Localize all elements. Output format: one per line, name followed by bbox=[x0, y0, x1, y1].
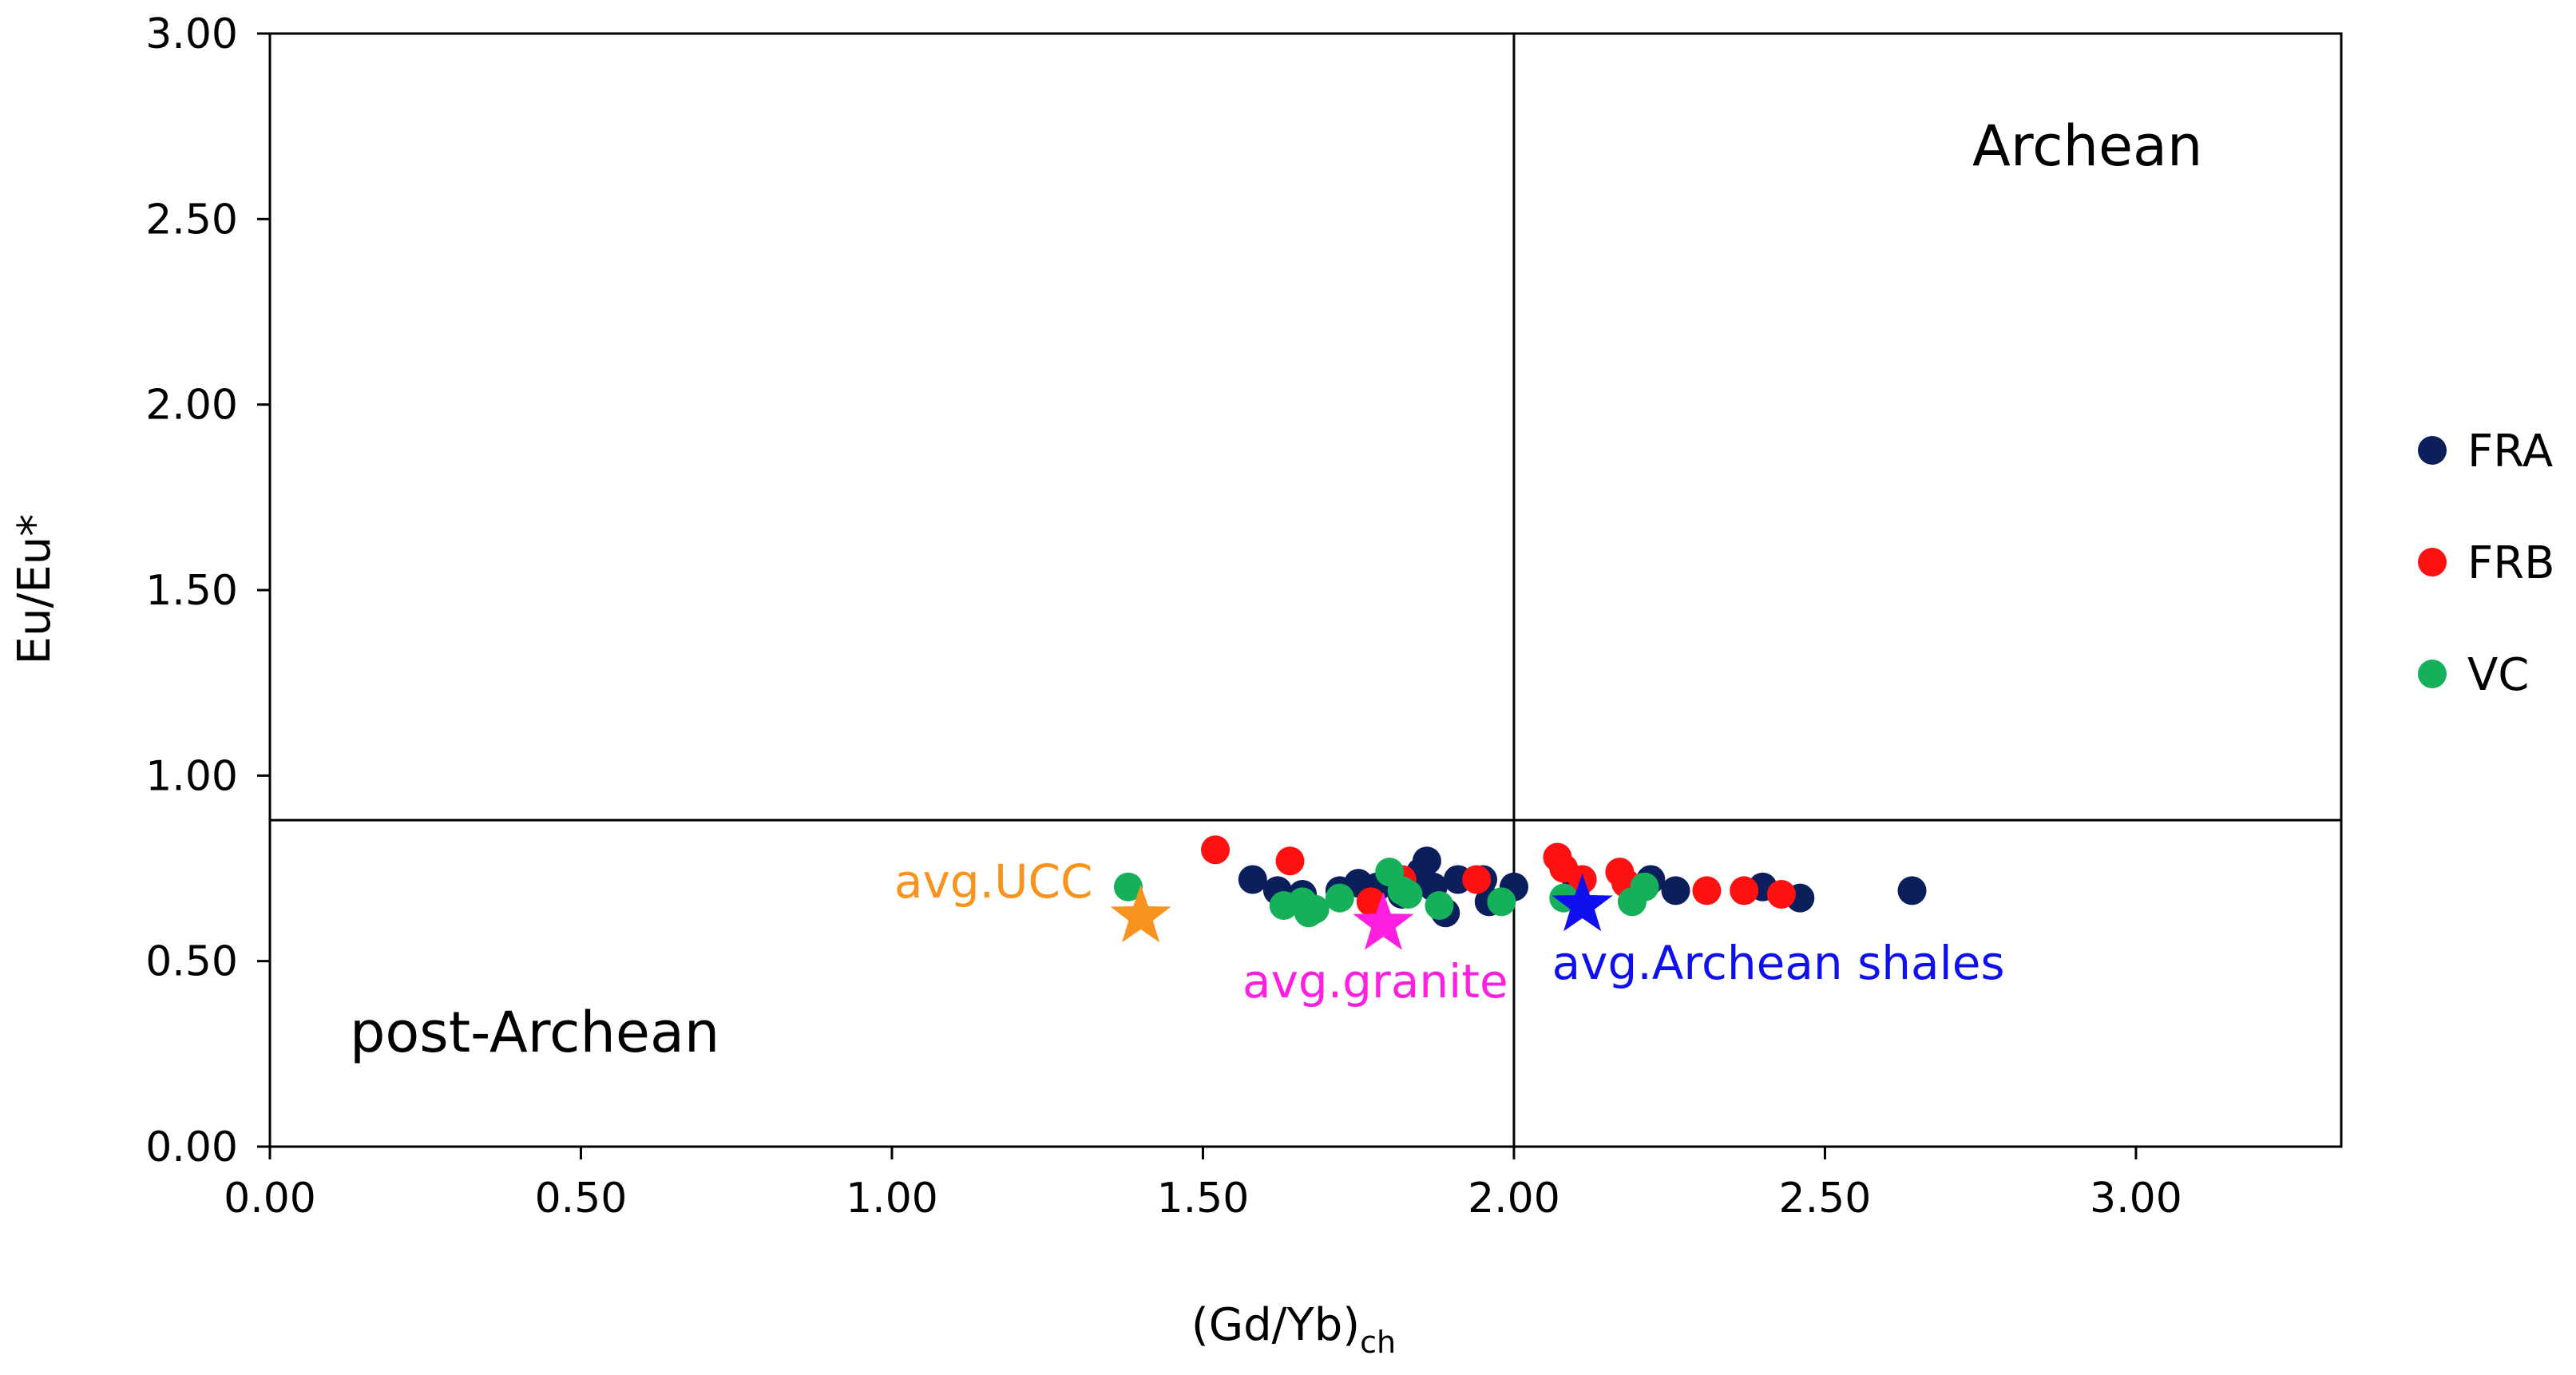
legend-marker-frb bbox=[2418, 548, 2447, 577]
x-axis-title-main: (Gd/Yb) bbox=[1191, 1299, 1360, 1351]
y-tick-label: 1.00 bbox=[145, 752, 238, 800]
star-avg-ucc bbox=[1110, 884, 1171, 943]
point-frb bbox=[1275, 846, 1305, 876]
legend: FRA FRB VC bbox=[2418, 426, 2555, 701]
point-frb bbox=[1766, 880, 1796, 909]
data-points bbox=[1113, 835, 1927, 928]
label-avg-ucc: avg.UCC bbox=[894, 854, 1093, 909]
star-avg-granite bbox=[1353, 892, 1414, 950]
y-tick-label: 3.00 bbox=[145, 10, 238, 58]
y-tick-label: 1.50 bbox=[145, 567, 238, 615]
legend-marker-fra bbox=[2418, 436, 2447, 465]
x-tick-label: 2.00 bbox=[1468, 1175, 1560, 1222]
point-frb bbox=[1462, 865, 1492, 894]
star-avg-archean-shales bbox=[1552, 874, 1613, 932]
y-tick-label: 2.50 bbox=[145, 196, 238, 244]
x-axis-title: (Gd/Yb)ch bbox=[1191, 1299, 1396, 1360]
x-tick-label: 3.00 bbox=[2090, 1175, 2182, 1222]
x-tick-label: 0.50 bbox=[535, 1175, 628, 1222]
x-tick-label: 0.00 bbox=[224, 1175, 316, 1222]
reference-points: avg.UCC avg.granite avg.Archean shales bbox=[894, 854, 2005, 1008]
point-vc bbox=[1393, 880, 1423, 909]
label-avg-archean-shales: avg.Archean shales bbox=[1552, 936, 2005, 990]
point-vc bbox=[1425, 890, 1454, 920]
point-vc bbox=[1630, 872, 1659, 901]
x-tick-label: 1.00 bbox=[846, 1175, 938, 1222]
x-axis-ticks: 0.00 0.50 1.00 1.50 2.00 2.50 3.00 bbox=[224, 1147, 2182, 1222]
legend-label-vc: VC bbox=[2467, 649, 2529, 701]
x-tick-label: 1.50 bbox=[1157, 1175, 1250, 1222]
y-axis-title: Eu/Eu* bbox=[9, 514, 61, 665]
point-vc bbox=[1113, 872, 1143, 901]
point-vc bbox=[1325, 883, 1354, 913]
point-vc bbox=[1300, 894, 1330, 924]
point-frb bbox=[1730, 876, 1759, 905]
y-tick-label: 0.50 bbox=[145, 938, 238, 986]
x-axis-title-subscript: ch bbox=[1360, 1325, 1396, 1360]
y-axis-ticks: 0.00 0.50 1.00 1.50 2.00 2.50 3.00 bbox=[145, 10, 270, 1171]
point-fra bbox=[1238, 865, 1267, 894]
point-frb bbox=[1692, 876, 1722, 905]
point-fra bbox=[1412, 846, 1441, 876]
region-dividers bbox=[270, 34, 2341, 1147]
legend-label-fra: FRA bbox=[2467, 426, 2553, 477]
legend-label-frb: FRB bbox=[2467, 537, 2555, 589]
x-tick-label: 2.50 bbox=[1779, 1175, 1872, 1222]
point-vc bbox=[1487, 887, 1516, 917]
legend-marker-vc bbox=[2418, 660, 2447, 688]
label-avg-granite: avg.granite bbox=[1242, 954, 1508, 1008]
y-tick-label: 2.00 bbox=[145, 382, 238, 430]
y-tick-label: 0.00 bbox=[145, 1123, 238, 1171]
region-label-post-archean: post-Archean bbox=[350, 1000, 719, 1065]
point-fra bbox=[1661, 876, 1690, 905]
point-fra bbox=[1897, 876, 1927, 905]
region-label-archean: Archean bbox=[1972, 113, 2202, 179]
point-frb bbox=[1201, 835, 1231, 865]
